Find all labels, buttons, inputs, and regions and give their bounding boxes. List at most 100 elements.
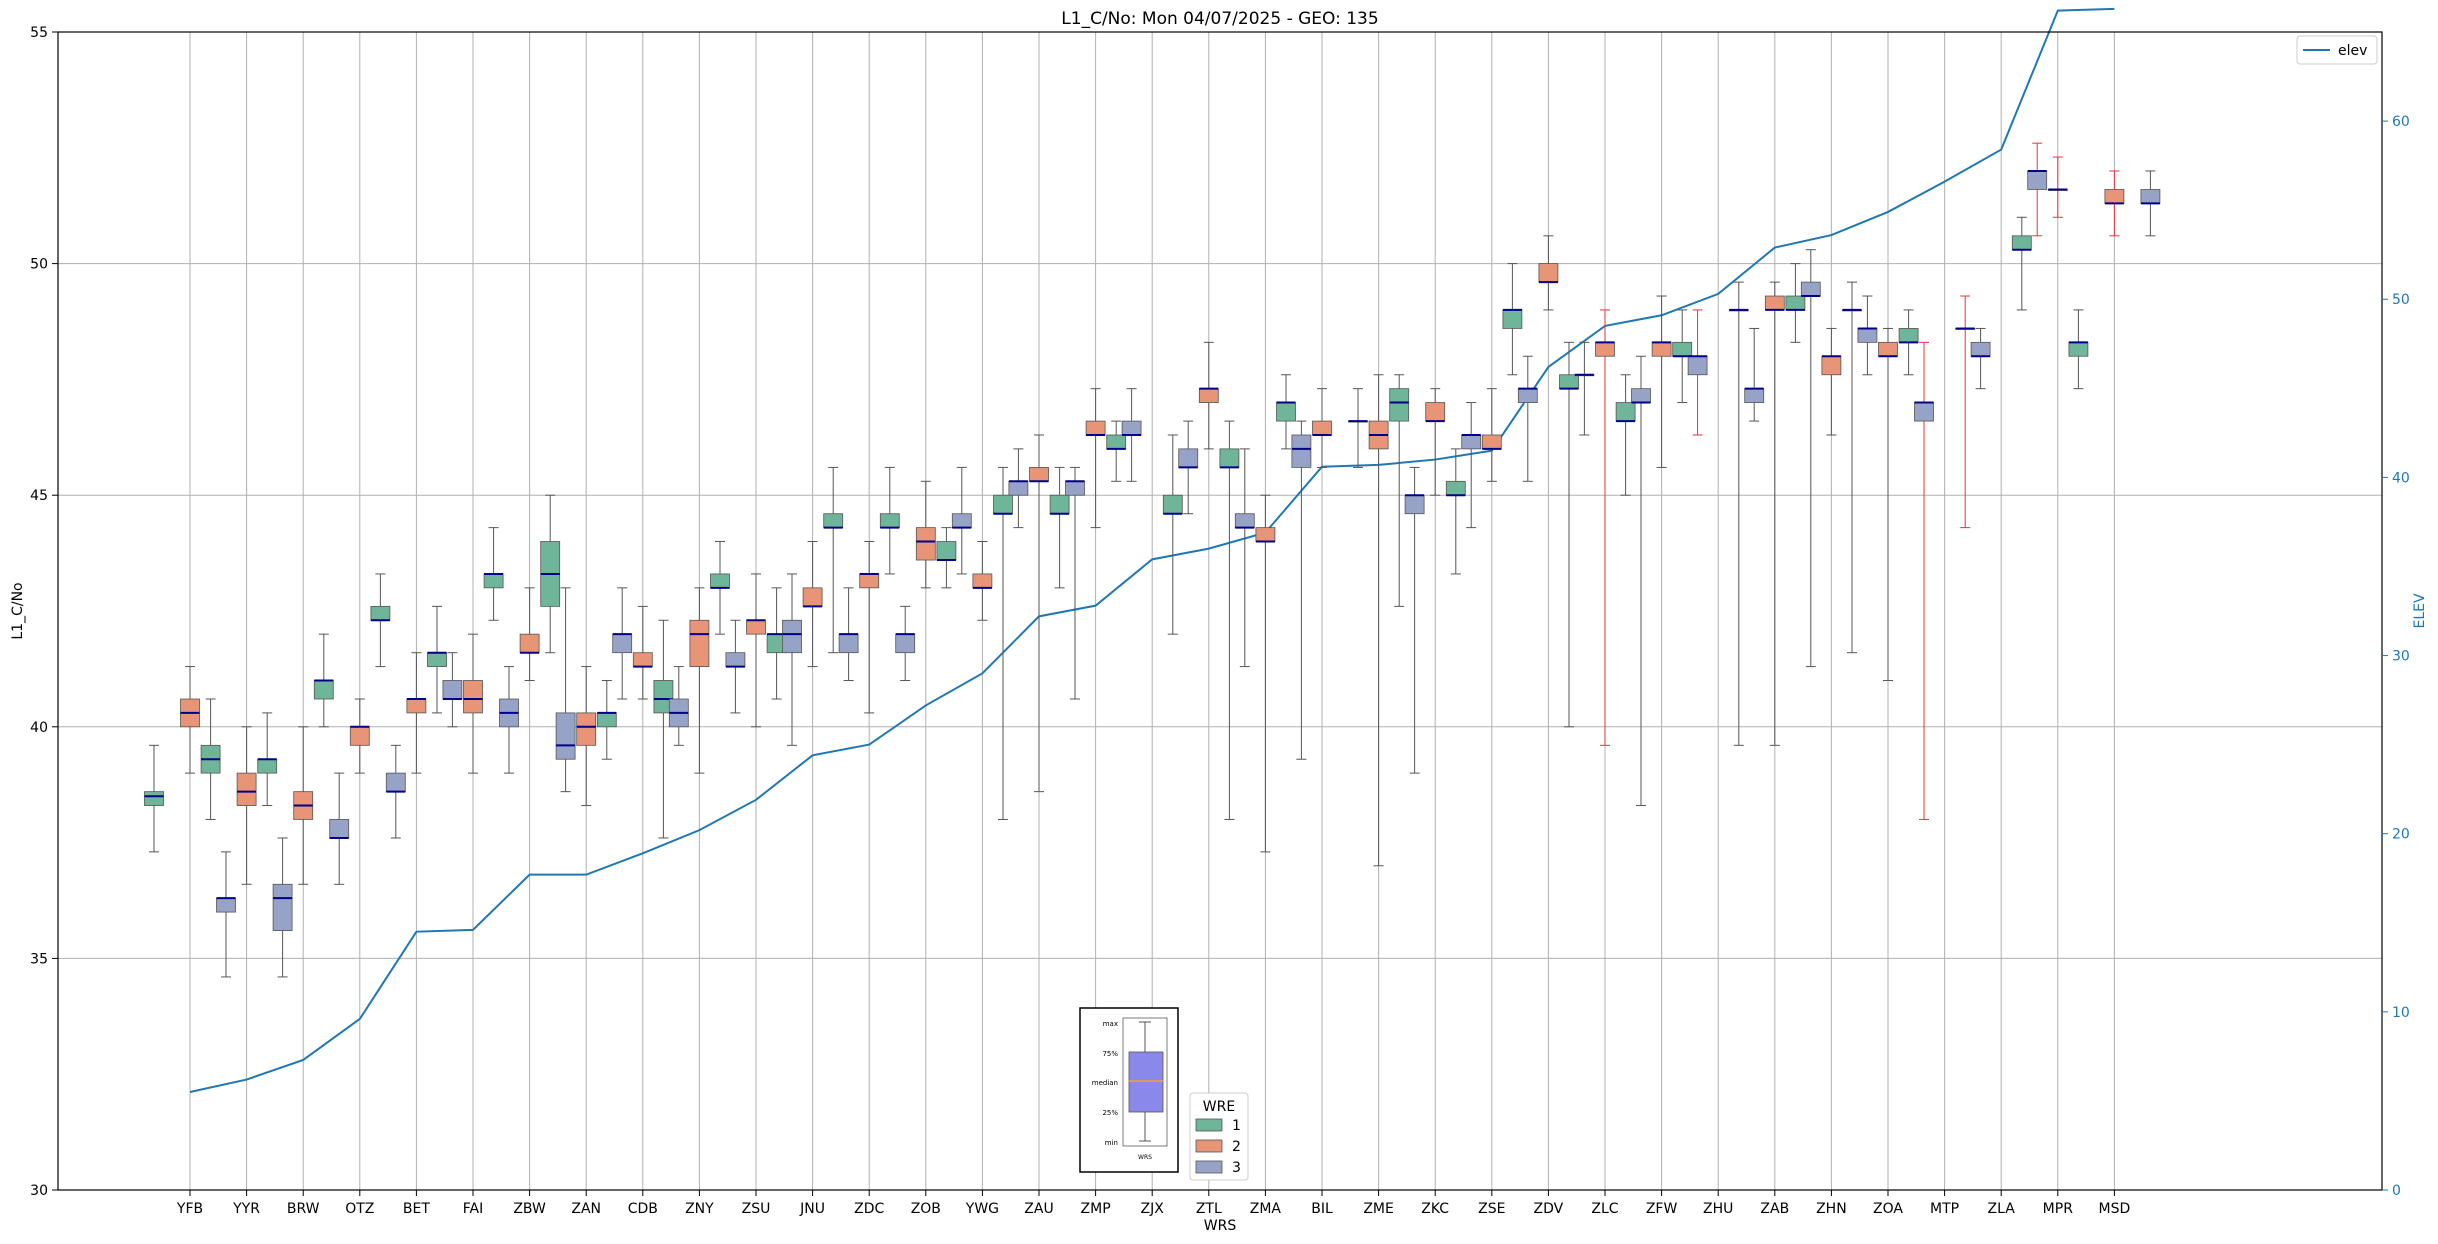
chart-title: L1_C/No: Mon 04/07/2025 - GEO: 135 (1061, 9, 1378, 29)
x-tick-label: ZMA (1250, 1201, 1282, 1217)
key-label-25: 25% (1102, 1109, 1118, 1117)
box-wre3-bet (442, 652, 463, 728)
box-wre2-zlc (1595, 309, 1615, 746)
box-iqr (2068, 341, 2089, 357)
y2-tick-label: 20 (2392, 827, 2410, 843)
box-wre1-brw (257, 712, 278, 807)
elev-line (189, 7, 2115, 1093)
box-iqr (1857, 328, 1878, 343)
x-tick-label: ZFW (1646, 1201, 1678, 1217)
box-wre3-zdv (1574, 341, 1595, 436)
box-iqr (2011, 235, 2032, 251)
box-wre1-zdc (823, 466, 844, 654)
box-iqr (1878, 341, 1898, 357)
box-iqr (710, 573, 730, 589)
box-wre1-zau (993, 466, 1013, 820)
x-tick-label: JNU (799, 1201, 825, 1217)
box-wre1-zsu (710, 541, 730, 635)
wre-legend-swatch-2 (1195, 1139, 1223, 1153)
x-tick-label: ZDC (854, 1201, 884, 1217)
box-iqr (349, 726, 370, 746)
box-wre2-zkc (1425, 388, 1446, 496)
box-wre3-yyr (272, 837, 293, 978)
box-iqr (144, 791, 164, 806)
box-iqr (1219, 448, 1240, 468)
box-iqr (1559, 374, 1579, 390)
y-tick-label: 35 (30, 951, 48, 967)
box-wre3-zlc (1631, 355, 1651, 807)
box-layer (144, 142, 2161, 978)
box-wre1-msd (2068, 309, 2089, 390)
axis-layer: 30 35 40 45 50 55 0 10 20 30 40 50 60 YFB YYR BRW OTZ BET… (30, 25, 2410, 1217)
box-iqr (972, 573, 993, 589)
box-iqr (576, 712, 597, 746)
box-wre2-zsu (746, 573, 766, 728)
box-iqr (1538, 263, 1559, 283)
box-iqr (1651, 341, 1672, 357)
box-wre1-mpr (2011, 216, 2032, 311)
box-iqr (1085, 420, 1106, 436)
box-iqr (632, 652, 653, 667)
box-wre1-fai (427, 605, 447, 714)
box-wre1-zab (1728, 281, 1749, 746)
box-iqr (1198, 388, 1219, 403)
box-iqr (823, 513, 844, 529)
box-wre3-mtp (1970, 327, 1991, 390)
box-iqr (689, 619, 710, 667)
box-wre2-jnu (802, 541, 823, 668)
box-iqr (406, 698, 427, 714)
key-box (1128, 1051, 1164, 1113)
box-wre3-zmp (1121, 388, 1142, 482)
x-tick-label: MSD (2099, 1201, 2131, 1217)
box-iqr (2140, 189, 2161, 204)
y2-tick-label: 50 (2392, 292, 2410, 308)
box-iqr (1517, 388, 1538, 403)
box-wre1-yyr (200, 698, 221, 820)
x-tick-label: ZBW (513, 1201, 546, 1217)
box-wre1-zlc (1559, 341, 1579, 728)
box-wre3-brw (329, 772, 350, 885)
x-tick-label: ZME (1363, 1201, 1394, 1217)
y2-axis-label: ELEV (2412, 593, 2428, 628)
box-iqr (272, 883, 293, 932)
box-wre1-yfb (144, 744, 164, 853)
box-iqr (1687, 355, 1708, 376)
box-wre3-zme (1404, 466, 1425, 774)
x-tick-label: ZAB (1760, 1201, 1789, 1217)
x-tick-label: YWG (965, 1201, 999, 1217)
box-iqr (1631, 388, 1651, 403)
box-iqr (1276, 402, 1296, 422)
box-iqr (1914, 402, 1934, 422)
box-wre3-zjx (1178, 420, 1199, 515)
box-iqr (216, 897, 236, 913)
y2-tick-label: 10 (2392, 1005, 2410, 1021)
box-iqr (1425, 402, 1446, 422)
box-wre2-msd (2104, 170, 2125, 237)
x-tick-label: ZLC (1591, 1201, 1618, 1217)
key-xlabel: WRS (1138, 1154, 1152, 1161)
box-wre2-zau (1029, 434, 1049, 793)
box-wre1-zse (1445, 448, 1466, 575)
box-wre3-jnu (838, 587, 859, 681)
box-iqr (951, 513, 972, 529)
box-wre2-ztl (1198, 341, 1219, 450)
box-iqr (612, 633, 633, 654)
box-iqr (1800, 281, 1821, 297)
box-wre1-cdb (596, 679, 617, 760)
box-wre1-bet (370, 573, 391, 668)
box-iqr (1898, 328, 1919, 343)
elev-legend: elev (2296, 35, 2378, 65)
box-iqr (442, 680, 463, 700)
box-iqr (329, 819, 350, 839)
box-wre3-zab (1800, 249, 1821, 668)
box-iqr (483, 573, 504, 589)
box-wre2-brw (293, 726, 314, 885)
box-wre2-cdb (632, 605, 653, 700)
box-wre3-zkc (1461, 402, 1482, 529)
x-tick-label: ZJX (1141, 1201, 1165, 1217)
box-wre1-ztl (1162, 434, 1183, 635)
box-wre2-zbw (519, 587, 540, 681)
box-wre2-zse (1481, 388, 1502, 482)
